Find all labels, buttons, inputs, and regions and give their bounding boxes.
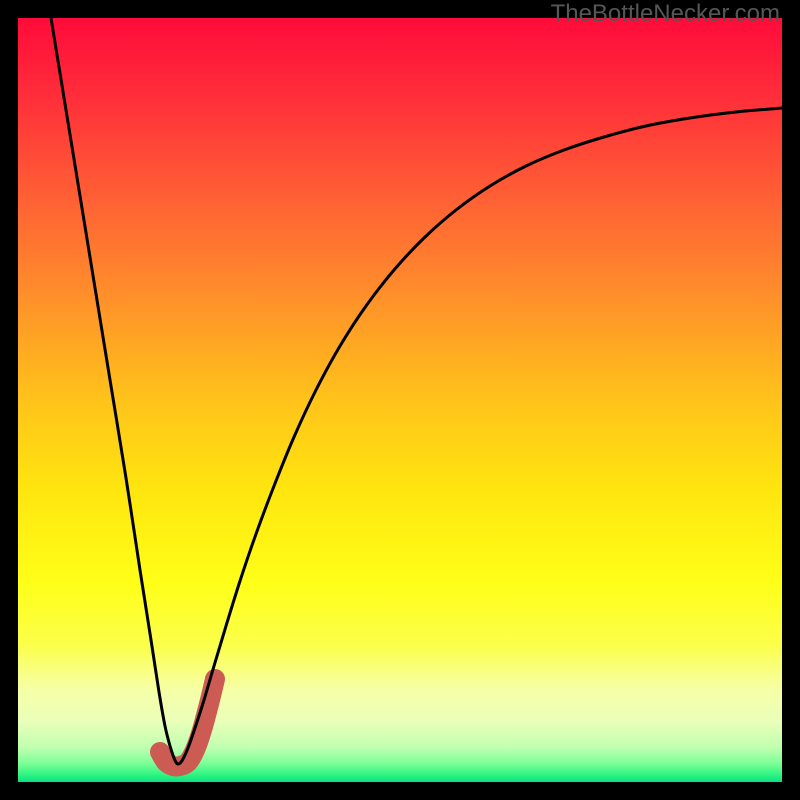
plot-area-gradient (18, 18, 782, 782)
watermark-text: TheBottleNecker.com (551, 0, 780, 28)
bottleneck-chart (0, 0, 800, 800)
chart-stage: TheBottleNecker.com (0, 0, 800, 800)
